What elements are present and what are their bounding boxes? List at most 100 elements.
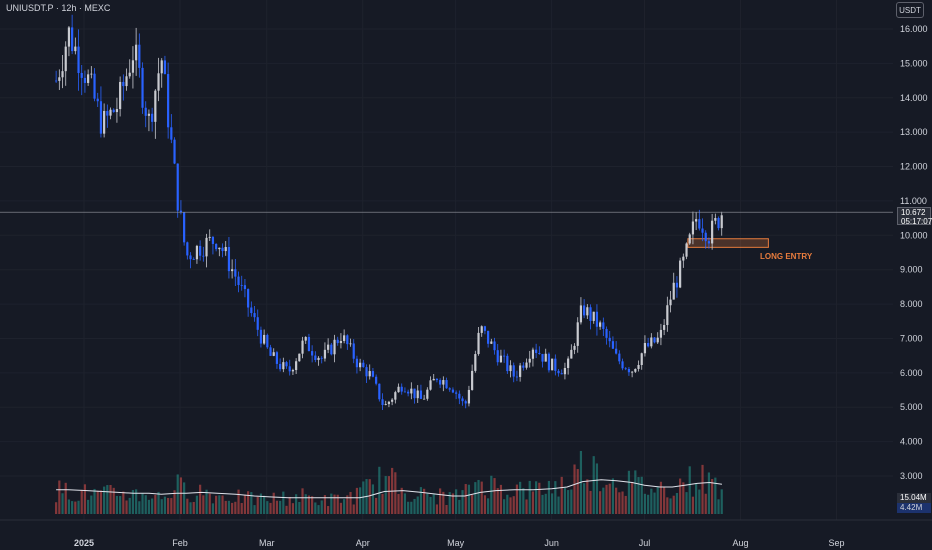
candle-body [378,383,381,400]
grid-lines [0,0,893,520]
volume-bar [691,496,695,514]
volume-bar [343,499,346,514]
time-tick-label: Sep [829,538,845,548]
time-tick-label: Aug [733,538,749,548]
candle-body [320,357,323,359]
candle-body [698,219,701,229]
volume-bar [64,482,67,514]
volume-bar [285,505,288,514]
volume-ma-line [56,479,723,499]
volume-bar [349,491,352,514]
price-tick-label: 13.000 [900,127,928,137]
candle-body [304,337,307,341]
volume-bar [74,501,77,514]
candle-body [151,113,154,122]
price-tick-label: 8.000 [900,299,923,309]
candle-body [154,90,157,122]
candle-body [256,317,259,330]
candle-body [109,109,112,116]
candle-body [330,344,333,355]
candle-body [234,269,237,277]
symbol-title[interactable]: UNIUSDT.P · 12h · MEXC [6,3,111,13]
volume-ma-polyline [56,479,723,499]
volume-bar [195,495,199,514]
volume-bar [106,485,109,514]
volume-bar [387,476,391,514]
candle-body [199,245,202,256]
candle-body [525,362,528,368]
volume-bar [419,487,423,514]
volume-bar [157,491,160,514]
volume-bar [467,484,471,514]
candle-body [167,74,170,128]
candle-body [483,326,487,331]
volume-bar [528,480,531,514]
volume-bar [647,494,650,514]
candle-body [375,376,378,384]
candle-body [58,77,61,81]
currency-button[interactable]: USDT [896,2,924,18]
volume-bar [435,504,439,514]
candle-body [538,352,541,354]
volume-bar [199,484,202,514]
candle-body [519,365,522,377]
candle-body [272,352,275,356]
candle-body [682,256,685,261]
last-price-tag: 10.672 05:17:07 [897,207,932,226]
volume-bar [215,495,218,514]
volume-bar [525,499,528,514]
candle-body [429,380,432,390]
volume-bar [394,472,397,514]
volume-bar [314,502,317,514]
volume-bar [471,494,474,514]
candle-body [535,349,538,353]
candle-body [647,343,650,347]
volume-bar [631,482,634,514]
volume-bar [109,485,112,514]
volume-bar [679,478,682,514]
candle-body [384,404,387,405]
volume-bar [355,487,359,514]
volume-bar [224,500,227,514]
candle-body [637,365,640,369]
volume-bar [368,479,371,514]
volume-bar [179,477,183,514]
volume-bar [519,481,522,514]
volume-bar [493,478,496,514]
volume-bar [474,482,477,514]
candle-body [471,370,474,390]
candle-body [61,71,64,78]
volume-ma-tag: 4.42M [897,503,931,513]
volume-bar [554,481,557,514]
price-tick-label: 4.000 [900,437,923,447]
volume-bar [509,497,512,514]
candle-body [490,341,493,344]
candle-body [163,60,167,75]
candle-body [250,307,253,314]
volume-bar [432,494,435,514]
time-axis-labels: 2025 Feb Mar Apr May Jun Jul Aug Sep [74,538,845,548]
candle-body [288,366,291,372]
volume-bar [685,492,688,514]
volume-bar [288,496,291,514]
candle-body [464,401,467,404]
volume-bar [538,482,541,514]
candle-countdown: 05:17:07 [901,217,932,226]
volume-bar [515,484,519,514]
volume-bar [567,490,570,514]
candle-body [80,72,83,78]
candle-body [611,341,615,349]
candle-body [634,368,637,372]
candle-body [368,371,371,377]
candle-body [253,313,256,318]
volume-bar [496,488,499,514]
time-tick-label: 2025 [74,538,94,548]
candle-body [295,361,298,371]
volume-bar [586,479,589,514]
volume-bar [711,479,714,514]
candle-body [291,370,295,372]
candle-body [458,393,461,399]
volume-bar [135,489,138,514]
volume-bar [407,501,410,514]
